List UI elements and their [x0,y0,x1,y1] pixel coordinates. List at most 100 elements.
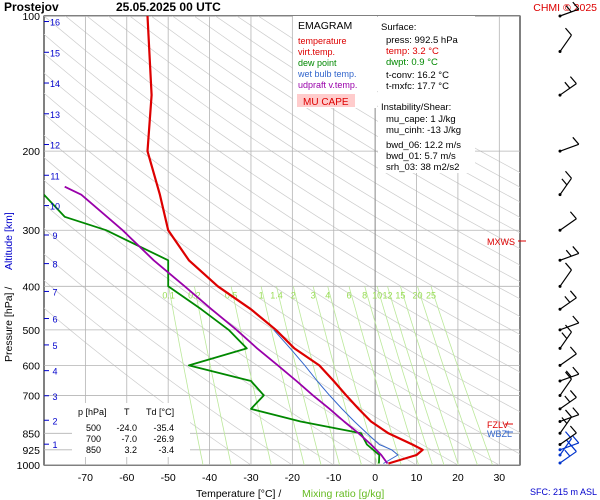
y-tick-label: 300 [22,225,40,237]
wind-barb-flag [565,324,572,333]
legend-item-updraft: udpraft v.temp. [298,80,357,90]
x-tick-label: -60 [119,472,134,484]
altitude-tick-label: 16 [50,18,60,28]
mixing-ratio-label: 8 [362,290,367,300]
y-axis-label-altitude: Altitude [km] [3,212,15,270]
series-udpraft-v-temp [64,185,389,465]
table-cell: 3.2 [124,445,137,455]
wind-barb [559,269,572,287]
wind-barb-flag [569,346,577,355]
wind-barb-dot [558,448,562,452]
wind-barb [559,378,572,396]
legend-item-wet-bulb: wet bulb temp. [297,69,357,79]
wind-barb-flag [569,390,577,398]
mu-cinh: mu_cinh: -13 J/kg [386,125,461,136]
mixing-ratio-label: 15 [395,290,405,300]
wind-barb-flag [569,290,577,299]
wind-barb-dot [558,14,562,18]
x-tick-label: 10 [411,472,423,484]
mixing-ratio-line [194,286,232,465]
table-header-td: Td [°C] [146,407,174,417]
legend-item-dew-point: dew point [298,58,337,68]
wind-barb-dot [558,228,562,232]
table-cell: -26.9 [153,434,174,444]
altitude-tick-label: 8 [52,260,57,270]
wbzl-label: WBZL [487,429,512,439]
wind-barb-dot [558,193,562,197]
series-temperature [146,16,424,465]
dry-adiabat [44,16,520,335]
mu-cape: mu_cape: 1 J/kg [386,114,456,125]
table-cell: 850 [86,445,101,455]
wind-barb-flag [572,1,580,10]
wind-barb-flag [572,407,580,416]
dry-adiabat [44,113,520,434]
y-tick-label: 600 [22,360,40,372]
wind-barb-dot [558,258,562,262]
dry-adiabat [44,33,520,354]
wind-barb-flag [572,136,580,145]
x-tick-label: -50 [161,472,176,484]
wind-barb [559,396,577,410]
wind-barb-dot [558,363,562,367]
mixing-ratio-label: 0.1 [162,290,175,300]
wind-barb-dot [558,393,562,397]
table-cell: -35.4 [153,423,174,433]
series-wet-bulb-temp [273,329,399,464]
bwd-01: bwd_01: 5.7 m/s [386,151,456,162]
t-conv: t-conv: 16.2 °C [386,70,449,81]
wind-barb [559,252,579,261]
mixing-ratio-line [292,286,340,465]
wind-barb-dot [558,419,562,423]
table-cell: -3.4 [158,445,174,455]
wind-barb [559,331,572,349]
wind-barb-dot [558,346,562,350]
mu-cape-badge: MU CAPE [303,97,349,108]
mixing-ratio-line [168,286,204,465]
wind-barb [559,297,577,310]
altitude-tick-label: 7 [52,287,57,297]
mixing-ratio-label: 6 [347,290,352,300]
x-tick-label: -20 [285,472,300,484]
altitude-tick-label: 14 [50,79,60,89]
y-tick-label: 200 [22,146,40,158]
wind-barb-flag [565,370,572,378]
x-axis-label-mixing: Mixing ratio [g/kg] [302,488,384,500]
sfc-label: SFC: 215 m ASL [530,487,597,497]
mixing-ratio-label: 1.4 [270,290,283,300]
dry-adiabat [172,16,520,234]
instability-title: Instability/Shear: [381,102,451,113]
mixing-ratio-line [430,286,493,465]
wind-barb-flag [565,27,572,36]
altitude-tick-label: 12 [50,141,60,151]
wind-barb-flag [572,315,580,324]
wind-barb-flag [565,439,572,447]
dry-adiabat [150,16,520,250]
wind-barb-flag [561,178,568,186]
altitude-tick-label: 9 [52,231,57,241]
wind-barb-flag [572,435,580,444]
mixing-ratio-line [312,286,362,465]
wind-barb-dot [558,379,562,383]
mu-cape-badge-bg [297,94,355,107]
dry-adiabat [44,53,520,373]
wind-barb-flag [569,76,577,84]
wind-barb [559,442,579,451]
wind-barb-dot [558,328,562,332]
altitude-tick-label: 3 [52,392,57,402]
table-cell: -24.0 [116,423,137,433]
x-tick-label: 20 [452,472,464,484]
wind-barb [559,414,579,423]
wind-barb-flag [565,262,572,271]
x-tick-label: 30 [493,472,505,484]
station-title: Prostejov [4,0,59,14]
wind-barb-dot [558,50,562,54]
dry-adiabat [44,72,520,393]
mixing-ratio-line [400,286,459,465]
mixing-ratio-line [276,286,322,465]
wind-barb [559,432,577,445]
dry-adiabat [86,16,520,300]
altitude-tick-label: 15 [50,48,60,58]
wind-barb-dot [558,284,562,288]
